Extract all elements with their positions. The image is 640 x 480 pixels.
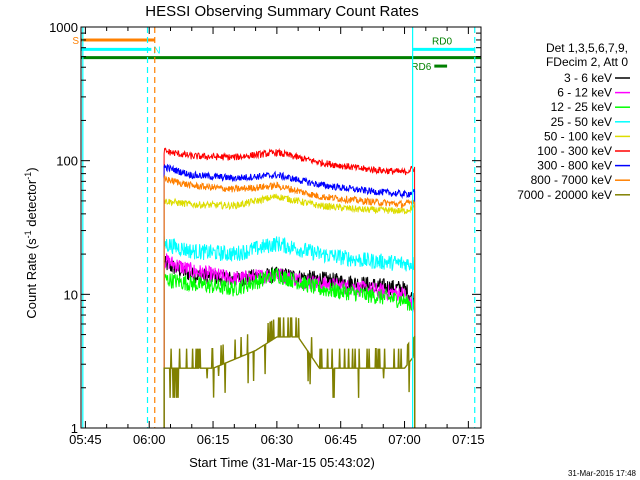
- series-line-100-300keV: [163, 147, 416, 429]
- legend-label: 25 - 50 keV: [551, 115, 612, 129]
- flag-label: S: [72, 36, 79, 47]
- y-axis-label: Count Rate (s-1 detector-1): [23, 167, 39, 318]
- legend-header-line-1: Det 1,3,5,6,7,9,: [546, 41, 628, 55]
- x-axis-label: Start Time (31-Mar-15 05:43:02): [189, 455, 375, 470]
- legend-label: 300 - 800 keV: [537, 159, 612, 173]
- legend: Det 1,3,5,6,7,9, FDecim 2, Att 0 3 - 6 k…: [517, 41, 630, 202]
- timestamp: 31-Mar-2015 17:48: [568, 469, 637, 478]
- flags-layer: S N RD6 RD0: [72, 36, 481, 73]
- ticks-layer: 05:45 06:00 06:15 06:30 06:45 07:00 07:15 1 10 10…: [49, 20, 485, 447]
- y-tick-label: 100: [56, 154, 78, 169]
- y-tick-label: 1000: [49, 20, 78, 35]
- x-tick-label: 06:15: [197, 432, 230, 447]
- series-layer: [163, 147, 416, 429]
- legend-header-line-2: FDecim 2, Att 0: [546, 55, 628, 69]
- plot-area: S N RD6 RD0: [72, 27, 481, 429]
- x-tick-label: 06:30: [261, 432, 294, 447]
- vlines-layer: [82, 27, 476, 428]
- x-tick-label: 06:00: [133, 432, 166, 447]
- y-tick-label: 1: [71, 421, 78, 436]
- y-tick-label: 10: [64, 287, 78, 302]
- legend-label: 100 - 300 keV: [537, 144, 612, 158]
- legend-label: 50 - 100 keV: [544, 129, 612, 143]
- x-tick-label: 06:45: [324, 432, 357, 447]
- flag-label: RD6: [411, 62, 431, 73]
- legend-label: 800 - 7000 keV: [531, 173, 612, 187]
- legend-label: 12 - 25 keV: [551, 100, 612, 114]
- series-line-12-25keV: [163, 267, 416, 429]
- series-line-300-800keV: [163, 163, 416, 429]
- legend-label: 6 - 12 keV: [557, 86, 612, 100]
- x-tick-label: 07:00: [388, 432, 421, 447]
- series-line-800-7000keV: [163, 174, 416, 429]
- flag-label: RD0: [432, 36, 452, 47]
- legend-label: 7000 - 20000 keV: [517, 188, 612, 202]
- plot-frame: [80, 26, 482, 429]
- legend-label: 3 - 6 keV: [564, 71, 612, 85]
- x-tick-label: 07:15: [452, 432, 485, 447]
- series-line-25-50keV: [163, 236, 416, 429]
- series-line-50-100keV: [163, 193, 416, 429]
- chart-title: HESSI Observing Summary Count Rates: [145, 3, 418, 20]
- series-line-7000-20000keV: [163, 317, 416, 429]
- flag-label: N: [153, 45, 160, 56]
- x-tick-label: 05:45: [69, 432, 102, 447]
